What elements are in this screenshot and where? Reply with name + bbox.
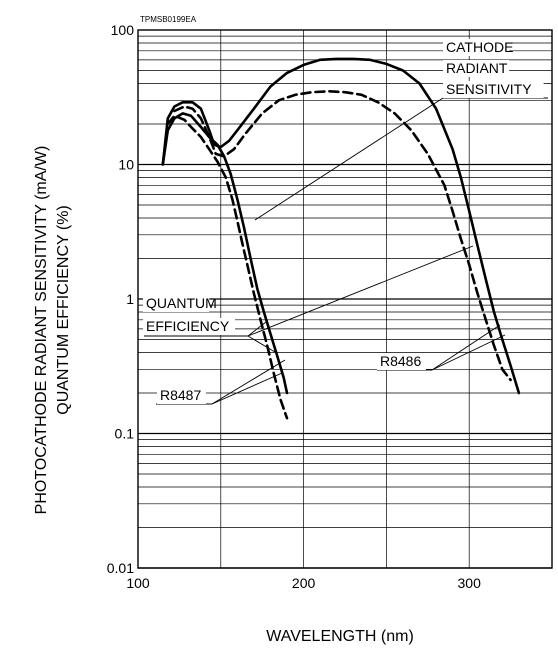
y-tick-label: 100 [111,22,135,38]
plot-frame [137,29,553,569]
y-axis-title-line-1: PHOTOCATHODE RADIANT SENSITIVITY (mA/W) [33,146,50,515]
quantum-leader-3 [247,245,474,337]
quantum-leader-2 [247,335,276,353]
cathode-label-line-2-bg [443,60,510,77]
y-tick-label: 0.1 [115,426,135,442]
r8487-label: R8487 [160,387,201,403]
cathode-label-line-1-bg [443,39,510,56]
x-tick-label: 200 [292,575,316,591]
quantum-leader-1 [247,321,267,337]
cathode-label-line-2: RADIANT [446,60,508,76]
cathode-label-line-1: CATHODE [446,39,513,55]
series-line-r8486-radiant-sensitivity [161,57,521,395]
leader-lines [144,97,548,405]
y-tick-label: 1 [126,291,134,307]
series-line-r8487-quantum-efficiency [166,114,289,420]
series-line-r8486-quantum-efficiency [173,90,512,382]
series-line-r8487-radiant-sensitivity [161,112,289,395]
curves [161,57,521,420]
r8486-leader-2 [431,334,506,371]
grid [137,29,553,569]
r8487-label-bg [157,387,206,404]
r8487-leader-1 [211,372,283,405]
quantum-label-line-2-bg [143,318,235,335]
y-tick-label: 10 [118,157,134,173]
x-axis-title: WAVELENGTH (nm) [266,628,414,645]
x-tick-label: 300 [458,575,482,591]
cathode-leader-1 [254,97,444,221]
r8486-label-bg [377,353,426,370]
figure-code: TPMSB0199EA [140,15,197,24]
cathode-label-line-3: SENSITIVITY [446,81,532,97]
cathode-label-line-3-bg [443,81,544,98]
quantum-label-line-2: EFFICIENCY [146,318,230,334]
r8486-leader-1 [431,324,501,371]
y-axis-title-line-2: QUANTUM EFFICIENCY (%) [55,205,72,414]
y-tick-label: 0.01 [107,560,134,576]
r8486-label: R8486 [380,353,421,369]
labels: 0.01 0.1 1 10 100 100 200 300 CATHODE RADIANT SENS… [33,15,544,645]
x-tick-label: 100 [126,575,150,591]
quantum-label-line-1-bg [143,295,210,312]
r8487-leader-2 [211,359,286,405]
quantum-label-line-1: QUANTUM [146,295,217,311]
